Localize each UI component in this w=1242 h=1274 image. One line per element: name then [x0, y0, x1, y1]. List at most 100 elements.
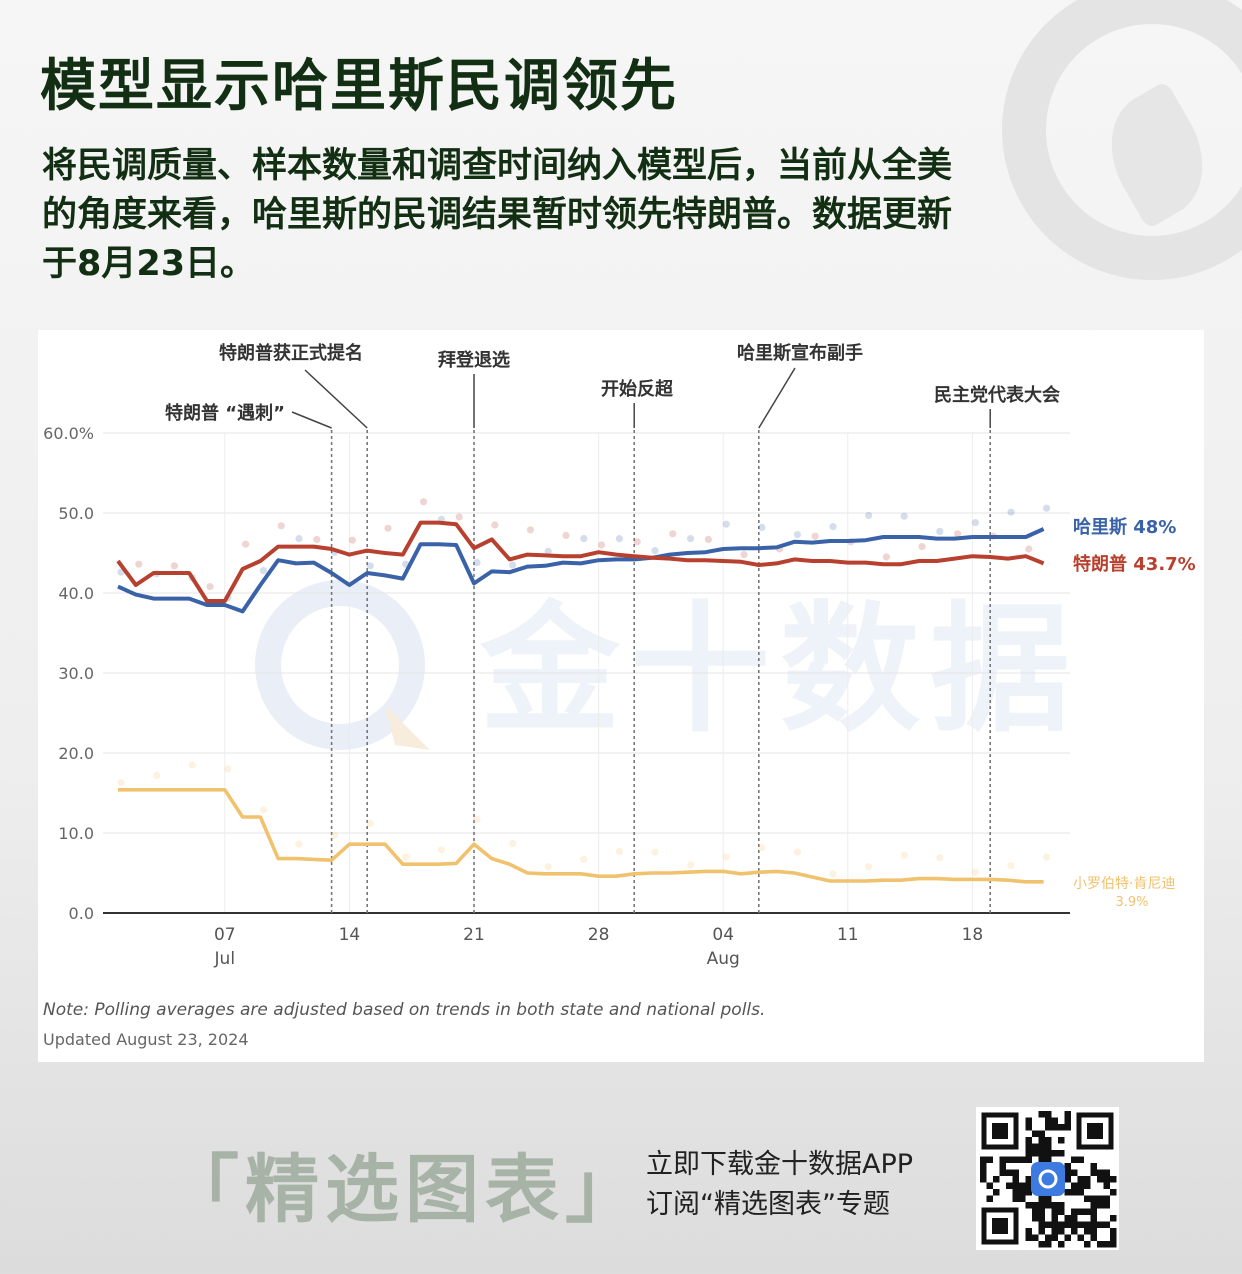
qr-module: [1071, 1156, 1078, 1163]
qr-module: [1032, 1130, 1039, 1137]
qr-module: [986, 1182, 993, 1189]
qr-module: [1038, 1208, 1045, 1215]
poll-dot: [633, 538, 641, 546]
qr-module: [1032, 1150, 1039, 1157]
qr-module: [1110, 1215, 1117, 1222]
qr-module: [1090, 1202, 1097, 1209]
qr-module: [1090, 1228, 1097, 1235]
qr-module: [1032, 1215, 1039, 1222]
promo-line-1: 立即下载金十数据APP: [646, 1149, 914, 1180]
qr-module: [1045, 1202, 1052, 1209]
app-logo-icon: [1031, 1162, 1065, 1196]
qr-module: [1045, 1221, 1052, 1228]
qr-module: [1038, 1215, 1045, 1222]
poll-dot: [170, 562, 178, 570]
qr-module: [1045, 1117, 1052, 1124]
poll-dot: [971, 519, 980, 527]
qr-module: [1045, 1156, 1052, 1163]
qr-module: [1077, 1208, 1084, 1215]
x-tick-month-label: Aug: [707, 949, 740, 969]
poll-dot: [1007, 508, 1015, 516]
qr-module: [1084, 1241, 1091, 1248]
poll-dot: [793, 531, 802, 539]
qr-module: [1019, 1182, 1026, 1189]
qr-module: [1025, 1117, 1032, 1124]
qr-module: [1090, 1169, 1097, 1176]
qr-module: [1006, 1182, 1013, 1189]
qr-module: [1025, 1150, 1032, 1157]
qr-module: [1019, 1156, 1026, 1163]
event-annotation-label: 特朗普获正式提名: [219, 342, 363, 364]
chart-panel: [38, 330, 1204, 1062]
poll-dot: [722, 853, 730, 861]
poll-dot: [793, 848, 802, 856]
poll-dot: [971, 868, 980, 876]
end-label-trump: 特朗普 43.7%: [1073, 553, 1196, 575]
poll-dot: [1043, 504, 1051, 512]
y-tick-label: 50.0: [58, 504, 94, 523]
qr-module: [1090, 1195, 1097, 1202]
series-line-1: [116, 520, 1045, 603]
qr-module: [1051, 1234, 1058, 1241]
qr-module: [1025, 1234, 1032, 1241]
poll-dot: [544, 863, 552, 871]
poll-dot: [829, 523, 837, 531]
poll-dot: [829, 870, 837, 878]
qr-module: [1025, 1189, 1032, 1196]
poll-dot: [242, 540, 250, 548]
promo-line-2[interactable]: 订阅“精选图表”专题: [646, 1189, 890, 1220]
qr-module: [1071, 1182, 1078, 1189]
qr-module: [1045, 1111, 1052, 1118]
qr-module: [1058, 1241, 1065, 1248]
qr-module: [1090, 1221, 1097, 1228]
qr-module: [1077, 1189, 1084, 1196]
poll-dot: [900, 512, 908, 520]
qr-module: [1110, 1241, 1117, 1248]
qr-module: [1038, 1111, 1045, 1118]
qr-module: [1097, 1202, 1104, 1209]
qr-module: [999, 1156, 1006, 1163]
series-line-0: [117, 527, 1045, 614]
qr-module: [1058, 1221, 1065, 1228]
qr-module: [986, 1195, 993, 1202]
qr-code[interactable]: [976, 1107, 1119, 1250]
qr-module: [1025, 1182, 1032, 1189]
qr-module: [1071, 1189, 1078, 1196]
qr-module: [1077, 1156, 1084, 1163]
qr-module: [980, 1169, 987, 1176]
x-tick-month-label: Jul: [214, 949, 236, 969]
qr-module: [1025, 1156, 1032, 1163]
y-tick-label: 40.0: [58, 584, 94, 603]
qr-module: [1038, 1221, 1045, 1228]
qr-module: [1045, 1195, 1052, 1202]
qr-module: [1045, 1150, 1052, 1157]
qr-module: [980, 1163, 987, 1170]
poll-dot: [544, 547, 552, 556]
qr-module: [1090, 1234, 1097, 1241]
poll-dot: [651, 848, 659, 856]
qr-module: [1038, 1130, 1045, 1137]
poll-dot: [331, 831, 339, 840]
qr-module: [1038, 1156, 1045, 1163]
poll-dot: [687, 535, 695, 543]
qr-module: [1077, 1234, 1084, 1241]
poll-dot: [1007, 862, 1015, 870]
qr-module: [1051, 1221, 1058, 1228]
poll-dot: [366, 819, 374, 828]
chart-updated-date: Updated August 23, 2024: [43, 1030, 249, 1049]
promo-label: 「精选图表」: [165, 1147, 645, 1233]
event-annotation-label: 特朗普 “遇刺”: [165, 402, 285, 424]
qr-module: [1019, 1189, 1026, 1196]
qr-module: [1012, 1195, 1019, 1202]
poll-dot: [811, 532, 819, 540]
y-tick-label: 30.0: [58, 664, 94, 683]
poll-dot: [615, 847, 624, 856]
qr-module: [1051, 1202, 1058, 1209]
qr-module: [1058, 1202, 1065, 1209]
poll-dot: [865, 863, 873, 871]
qr-module: [1025, 1137, 1032, 1144]
poll-dot: [153, 771, 161, 780]
qr-module: [1064, 1169, 1071, 1176]
qr-module: [1038, 1195, 1045, 1202]
qr-module: [1064, 1234, 1071, 1241]
